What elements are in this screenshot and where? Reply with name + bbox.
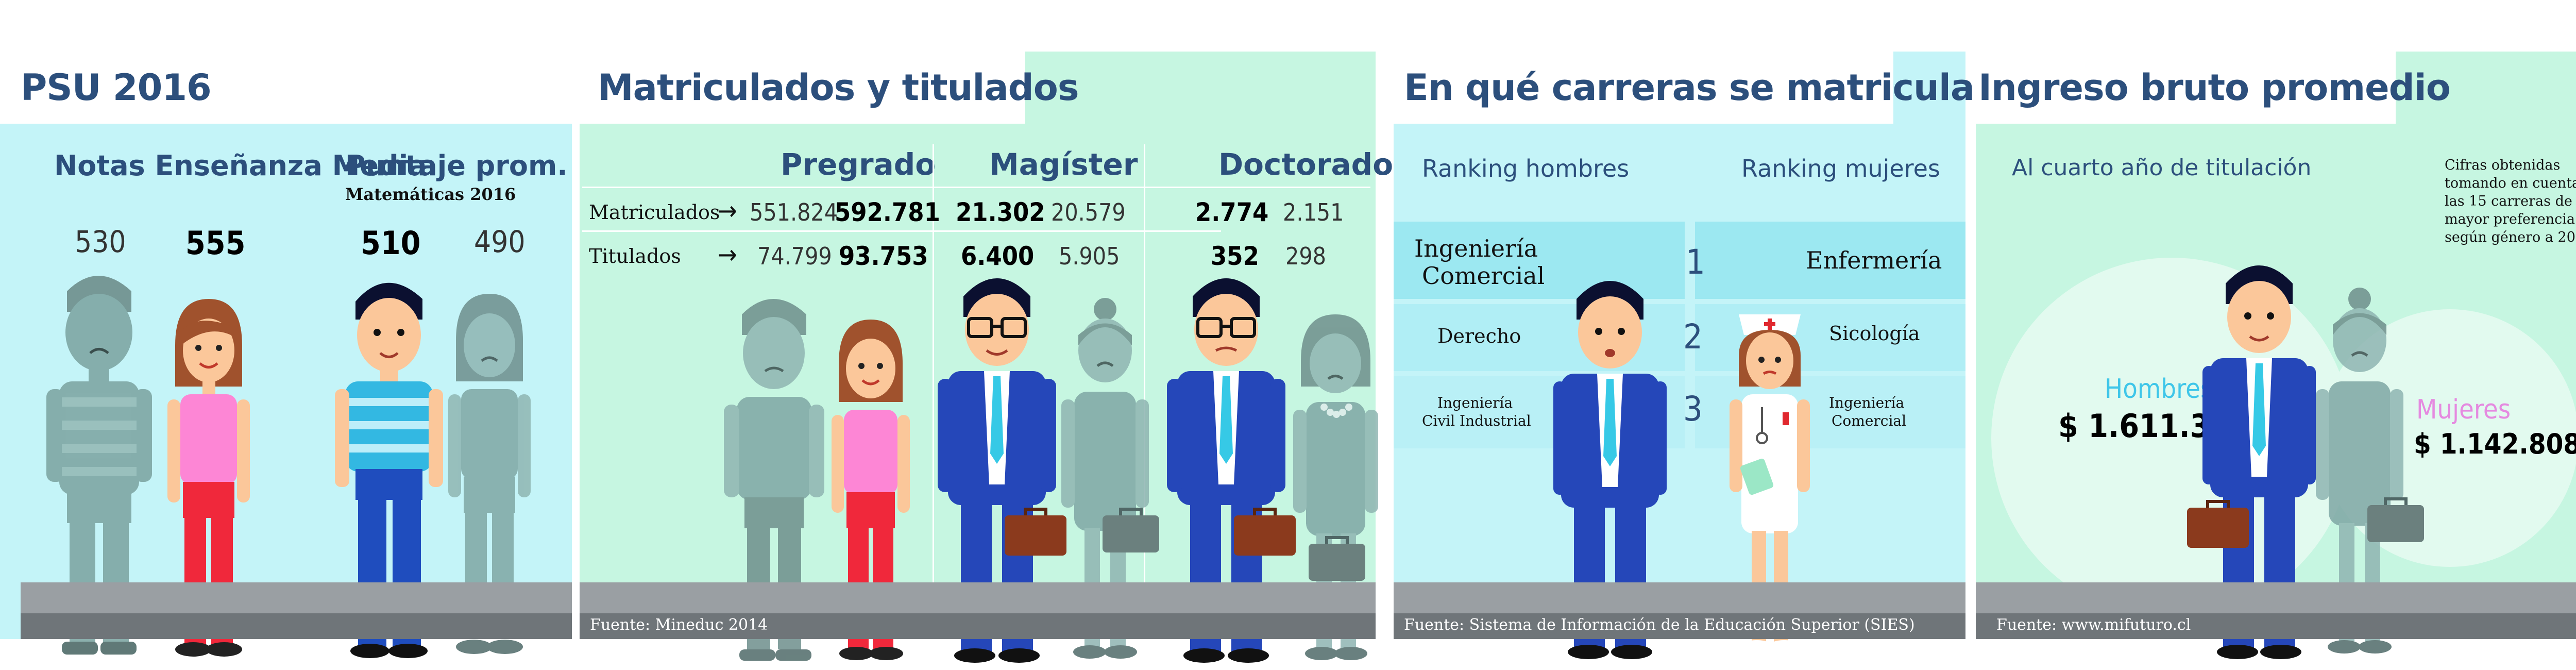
- women-income-label: Mujeres: [2416, 394, 2511, 425]
- men-rank-1-line1: Ingeniería: [1414, 234, 1538, 262]
- note-line-2: tomando en cuenta: [2445, 175, 2576, 191]
- source-note: Fuente: Sistema de Información de la Edu…: [1404, 616, 1915, 634]
- panel-title-box: Matriculados y titulados: [580, 52, 1079, 124]
- panel-psu: PSU 2016 Notas Enseñanza Media Puntaje p…: [0, 52, 640, 658]
- mag-mat-women: 20.579: [1051, 198, 1126, 226]
- mag-tit-women: 5.905: [1059, 242, 1120, 270]
- doc-tit-men: 352: [1211, 241, 1259, 271]
- panel-title-box: En qué carreras se matriculan: [1394, 52, 2000, 124]
- arrow-icon: →: [718, 196, 737, 226]
- panel-enrolled: Matriculados y titulados Pregrado Magíst…: [580, 52, 1393, 670]
- income-subtitle: Al cuarto año de titulación: [2012, 155, 2312, 181]
- panel-title: Ingreso bruto promedio: [1978, 66, 2451, 109]
- briefcase-icon: [2367, 497, 2424, 542]
- floor: [21, 582, 572, 639]
- rank-number-3: 3: [1683, 389, 1703, 429]
- doc-mat-men: 2.774: [1195, 197, 1269, 227]
- arrow-icon: →: [718, 240, 737, 270]
- row-matriculados: Matriculados: [589, 201, 720, 224]
- briefcase-icon: [1005, 508, 1066, 556]
- note-line-3: las 15 carreras de: [2445, 193, 2572, 209]
- col-magister: Magíster: [989, 147, 1138, 182]
- sad-woman-bun-figure: [2316, 288, 2403, 654]
- ranking-women-label: Ranking mujeres: [1741, 155, 1940, 182]
- rank-number-2: 2: [1683, 317, 1703, 357]
- briefcase-icon: [1309, 536, 1365, 581]
- ranking-men-label: Ranking hombres: [1422, 155, 1630, 182]
- preg-mat-women: 592.781: [835, 197, 940, 227]
- note-line-4: mayor preferencia: [2445, 211, 2575, 227]
- worried-suit-man-figure: [1553, 281, 1667, 659]
- psu-women-value: 490: [474, 224, 526, 259]
- sad-woman-figure: [448, 294, 531, 654]
- panel-title: En qué carreras se matriculan: [1404, 66, 2000, 109]
- source-note: Fuente: www.mifuturo.cl: [1996, 616, 2191, 634]
- floor: [580, 582, 1376, 639]
- doc-mat-women: 2.151: [1283, 198, 1344, 226]
- nem-women-value: 555: [185, 224, 246, 262]
- men-income-label: Hombres: [2105, 374, 2213, 405]
- women-rank-3-line1: Ingeniería: [1829, 394, 1905, 411]
- panel-title-box: PSU 2016: [0, 52, 212, 124]
- col-doctorado: Doctorado: [1218, 147, 1394, 182]
- nem-men-value: 530: [75, 224, 126, 259]
- happy-woman-figure: [167, 299, 250, 657]
- women-rank-2: Sicología: [1829, 322, 1920, 345]
- panel-title-box: Ingreso bruto promedio: [1976, 52, 2451, 124]
- women-income-value: $ 1.142.808: [2414, 428, 2576, 460]
- panel-title: Matriculados y titulados: [598, 66, 1079, 109]
- source-note: Fuente: Mineduc 2014: [590, 616, 768, 634]
- floor: [1976, 582, 2576, 639]
- row-titulados: Titulados: [589, 245, 681, 267]
- men-rank-3-line1: Ingeniería: [1437, 394, 1513, 411]
- preg-tit-men: 74.799: [757, 242, 832, 270]
- note-line-1: Cifras obtenidas: [2445, 157, 2561, 173]
- mag-mat-men: 21.302: [956, 197, 1045, 227]
- nurse-woman-figure: [1730, 314, 1810, 654]
- briefcase-icon: [2187, 500, 2249, 548]
- preg-mat-men: 551.824: [750, 198, 838, 226]
- men-rank-2: Derecho: [1437, 325, 1521, 347]
- panel-title: PSU 2016: [21, 66, 212, 109]
- note-line-5: según género a 2015: [2445, 229, 2576, 245]
- rank-number-1: 1: [1686, 242, 1705, 282]
- briefcase-icon: [1234, 508, 1296, 556]
- women-rank-1: Enfermería: [1806, 246, 1942, 274]
- women-rank-3-line2: Comercial: [1832, 412, 1907, 429]
- col-pregrado: Pregrado: [781, 147, 936, 182]
- preg-tit-women: 93.753: [839, 241, 928, 271]
- floor: [1394, 582, 1965, 639]
- mag-tit-men: 6.400: [961, 241, 1035, 271]
- panel-careers: En qué carreras se matriculan Ranking ho…: [1394, 52, 2000, 659]
- doc-tit-women: 298: [1285, 242, 1326, 270]
- header-nem: Notas Enseñanza Media: [54, 149, 427, 182]
- header-psu-sub: Matemáticas 2016: [345, 185, 516, 204]
- briefcase-icon: [1103, 508, 1159, 552]
- panel-income: Ingreso bruto promedio Al cuarto año de …: [1976, 52, 2576, 659]
- men-rank-1-line2: Comercial: [1422, 262, 1545, 290]
- psu-men-value: 510: [361, 224, 421, 262]
- men-rank-3-line2: Civil Industrial: [1422, 412, 1531, 429]
